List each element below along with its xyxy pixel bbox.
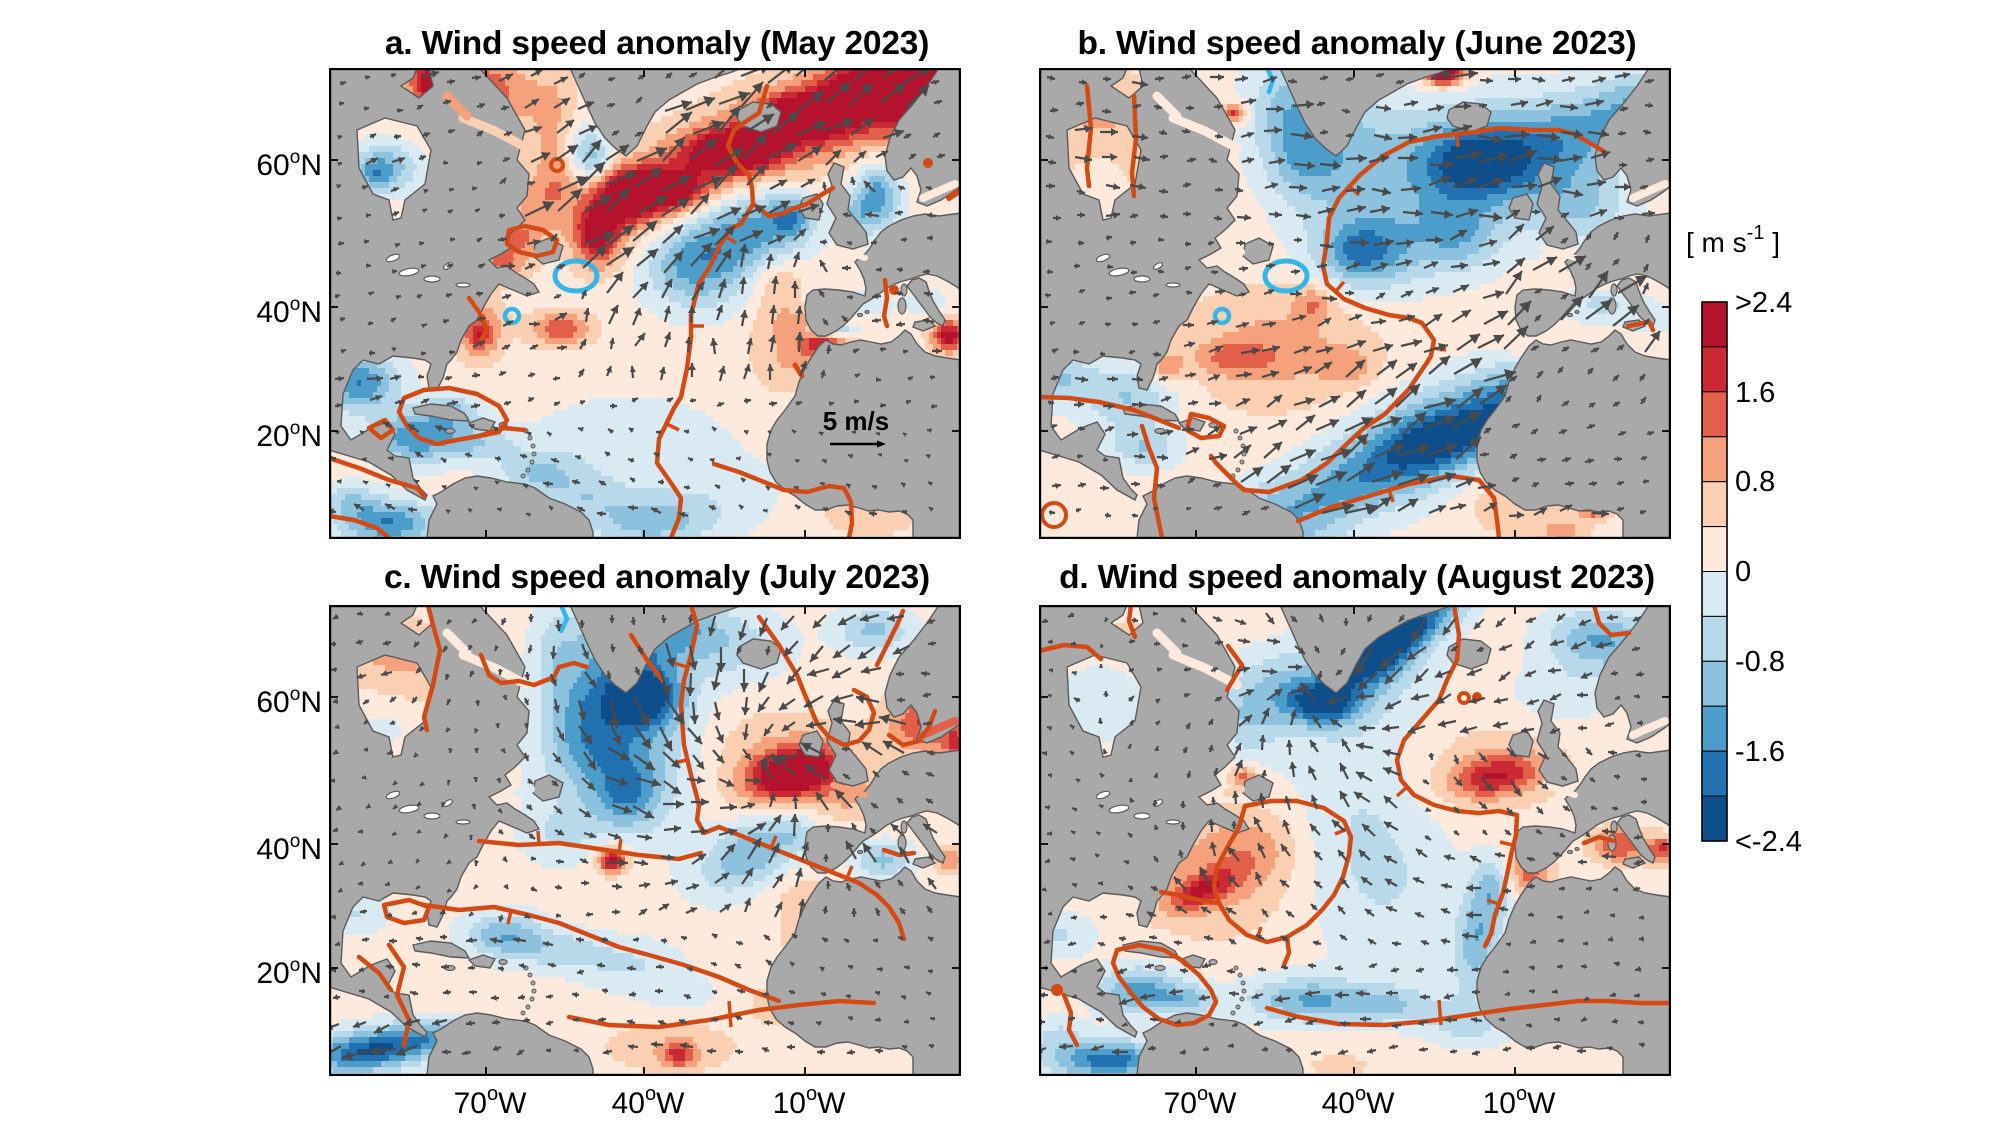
- svg-text:-1.6: -1.6: [1735, 736, 1785, 768]
- svg-text:70oW: 70oW: [1164, 1083, 1238, 1120]
- svg-text:20oN: 20oN: [256, 955, 322, 990]
- svg-text:60oN: 60oN: [256, 147, 322, 182]
- svg-text:0: 0: [1735, 556, 1751, 588]
- svg-text:40oN: 40oN: [256, 294, 322, 329]
- svg-text:d. Wind speed anomaly (August: d. Wind speed anomaly (August 2023): [1059, 559, 1655, 596]
- svg-text:<-2.4: <-2.4: [1735, 826, 1802, 858]
- svg-text:60oN: 60oN: [256, 684, 322, 719]
- svg-text:5 m/s: 5 m/s: [823, 406, 890, 436]
- svg-text:c. Wind speed anomaly (July 20: c. Wind speed anomaly (July 2023): [384, 559, 930, 596]
- svg-text:a. Wind speed anomaly (May 202: a. Wind speed anomaly (May 2023): [385, 25, 929, 62]
- svg-text:20oN: 20oN: [256, 418, 322, 453]
- svg-text:>2.4: >2.4: [1735, 287, 1792, 319]
- svg-text:-0.8: -0.8: [1735, 646, 1785, 678]
- svg-text:b. Wind speed anomaly (June 20: b. Wind speed anomaly (June 2023): [1077, 25, 1636, 62]
- svg-text:[ m s-1 ]: [ m s-1 ]: [1686, 222, 1780, 258]
- svg-text:40oN: 40oN: [256, 831, 322, 866]
- svg-text:0.8: 0.8: [1735, 466, 1775, 498]
- svg-text:1.6: 1.6: [1735, 377, 1775, 409]
